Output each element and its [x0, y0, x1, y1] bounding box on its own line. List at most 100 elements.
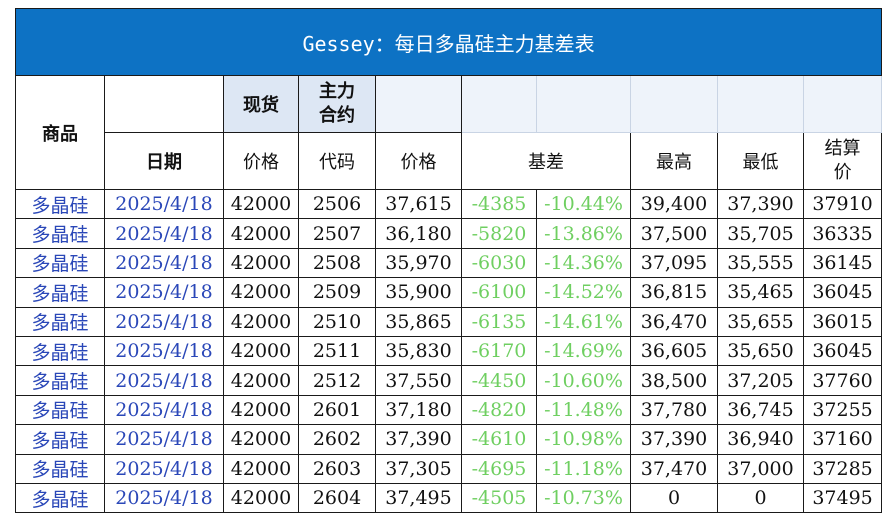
header-blank-4: [630, 75, 718, 133]
header-blank-1: [375, 75, 462, 133]
high-cell: 37,390: [630, 424, 718, 455]
contract-code-cell: 2509: [298, 277, 376, 308]
header-blank-2: [461, 75, 537, 133]
settle-cell: 37255: [802, 394, 883, 426]
high-cell: 37,780: [630, 394, 718, 426]
basis-cell: -4385: [461, 188, 537, 220]
table-row: 多晶硅 2025/4/18 42000 2601 37,180 -4820 -11.48% 3…: [15, 394, 883, 426]
product-cell: 多晶硅: [15, 306, 105, 337]
table-body: 多晶硅 2025/4/18 42000 2506 37,615 -4385 -10.44% 3…: [15, 188, 883, 514]
contract-code-cell: 2510: [298, 306, 376, 337]
settle-cell: 37495: [802, 482, 883, 514]
header-blank-6: [802, 75, 883, 133]
settle-cell: 37760: [802, 365, 883, 396]
header-spot-price: 价格: [223, 132, 299, 190]
settle-cell: 37160: [802, 424, 883, 455]
date-cell: 2025/4/18: [104, 218, 224, 249]
basis-cell: -6100: [461, 277, 537, 308]
basis-percent-cell: -11.48%: [536, 394, 631, 426]
header-blank-5: [717, 75, 804, 133]
table-row: 多晶硅 2025/4/18 42000 2603 37,305 -4695 -11.18% 3…: [15, 453, 883, 484]
low-cell: 35,655: [717, 306, 804, 337]
basis-cell: -4820: [461, 394, 537, 426]
date-cell: 2025/4/18: [104, 365, 224, 396]
futures-price-cell: 37,390: [375, 424, 462, 455]
spot-price-cell: 42000: [223, 335, 299, 367]
header-product: 商品: [15, 75, 105, 190]
spot-price-cell: 42000: [223, 247, 299, 279]
low-cell: 35,555: [717, 247, 804, 279]
header-date: 日期: [104, 132, 224, 190]
contract-code-cell: 2602: [298, 424, 376, 455]
settle-cell: 36335: [802, 218, 883, 249]
high-cell: 37,095: [630, 247, 718, 279]
date-cell: 2025/4/18: [104, 247, 224, 279]
spot-price-cell: 42000: [223, 453, 299, 484]
high-cell: 39,400: [630, 188, 718, 220]
product-cell: 多晶硅: [15, 394, 105, 426]
futures-price-cell: 37,305: [375, 453, 462, 484]
table-row: 多晶硅 2025/4/18 42000 2512 37,550 -4450 -10.60% 3…: [15, 365, 883, 396]
high-cell: 37,500: [630, 218, 718, 249]
contract-code-cell: 2603: [298, 453, 376, 484]
low-cell: 35,705: [717, 218, 804, 249]
high-cell: 38,500: [630, 365, 718, 396]
header-blank-3: [536, 75, 631, 133]
basis-percent-cell: -10.73%: [536, 482, 631, 514]
low-cell: 35,650: [717, 335, 804, 367]
table-row: 多晶硅 2025/4/18 42000 2508 35,970 -6030 -14.36% 3…: [15, 247, 883, 279]
product-cell: 多晶硅: [15, 453, 105, 484]
date-cell: 2025/4/18: [104, 394, 224, 426]
low-cell: 0: [717, 482, 804, 514]
low-cell: 36,745: [717, 394, 804, 426]
date-cell: 2025/4/18: [104, 482, 224, 514]
table-row: 多晶硅 2025/4/18 42000 2509 35,900 -6100 -14.52% 3…: [15, 277, 883, 308]
basis-cell: -5820: [461, 218, 537, 249]
low-cell: 37,000: [717, 453, 804, 484]
settle-cell: 36045: [802, 335, 883, 367]
contract-code-cell: 2604: [298, 482, 376, 514]
futures-price-cell: 37,180: [375, 394, 462, 426]
header-code: 代码: [298, 132, 376, 190]
basis-percent-cell: -13.86%: [536, 218, 631, 249]
date-cell: 2025/4/18: [104, 453, 224, 484]
low-cell: 37,205: [717, 365, 804, 396]
product-cell: 多晶硅: [15, 218, 105, 249]
table-row: 多晶硅 2025/4/18 42000 2511 35,830 -6170 -14.69% 3…: [15, 335, 883, 367]
basis-cell: -4695: [461, 453, 537, 484]
basis-cell: -6135: [461, 306, 537, 337]
product-cell: 多晶硅: [15, 188, 105, 220]
header-basis: 基差: [461, 132, 631, 190]
basis-percent-cell: -14.36%: [536, 247, 631, 279]
header-blank-date: [104, 75, 224, 133]
spot-price-cell: 42000: [223, 218, 299, 249]
futures-price-cell: 36,180: [375, 218, 462, 249]
contract-code-cell: 2511: [298, 335, 376, 367]
spot-price-cell: 42000: [223, 188, 299, 220]
low-cell: 35,465: [717, 277, 804, 308]
contract-code-cell: 2512: [298, 365, 376, 396]
settle-cell: 37910: [802, 188, 883, 220]
date-cell: 2025/4/18: [104, 335, 224, 367]
product-cell: 多晶硅: [15, 365, 105, 396]
basis-percent-cell: -14.52%: [536, 277, 631, 308]
basis-cell: -4610: [461, 424, 537, 455]
product-cell: 多晶硅: [15, 247, 105, 279]
settle-cell: 36045: [802, 277, 883, 308]
futures-price-cell: 35,900: [375, 277, 462, 308]
header-main-contract: 主力 合约: [298, 75, 376, 133]
contract-code-cell: 2508: [298, 247, 376, 279]
table-row: 多晶硅 2025/4/18 42000 2506 37,615 -4385 -10.44% 3…: [15, 188, 883, 220]
high-cell: 37,470: [630, 453, 718, 484]
basis-percent-cell: -10.44%: [536, 188, 631, 220]
low-cell: 36,940: [717, 424, 804, 455]
product-cell: 多晶硅: [15, 335, 105, 367]
basis-table: Gessey：每日多晶硅主力基差表 商品 现货 主力 合约 日期 价格 代码 价…: [14, 8, 883, 514]
product-cell: 多晶硅: [15, 277, 105, 308]
spot-price-cell: 42000: [223, 277, 299, 308]
spot-price-cell: 42000: [223, 394, 299, 426]
basis-table-container: Gessey：每日多晶硅主力基差表 商品 现货 主力 合约 日期 价格 代码 价…: [14, 8, 883, 514]
basis-cell: -6030: [461, 247, 537, 279]
futures-price-cell: 35,830: [375, 335, 462, 367]
low-cell: 37,390: [717, 188, 804, 220]
